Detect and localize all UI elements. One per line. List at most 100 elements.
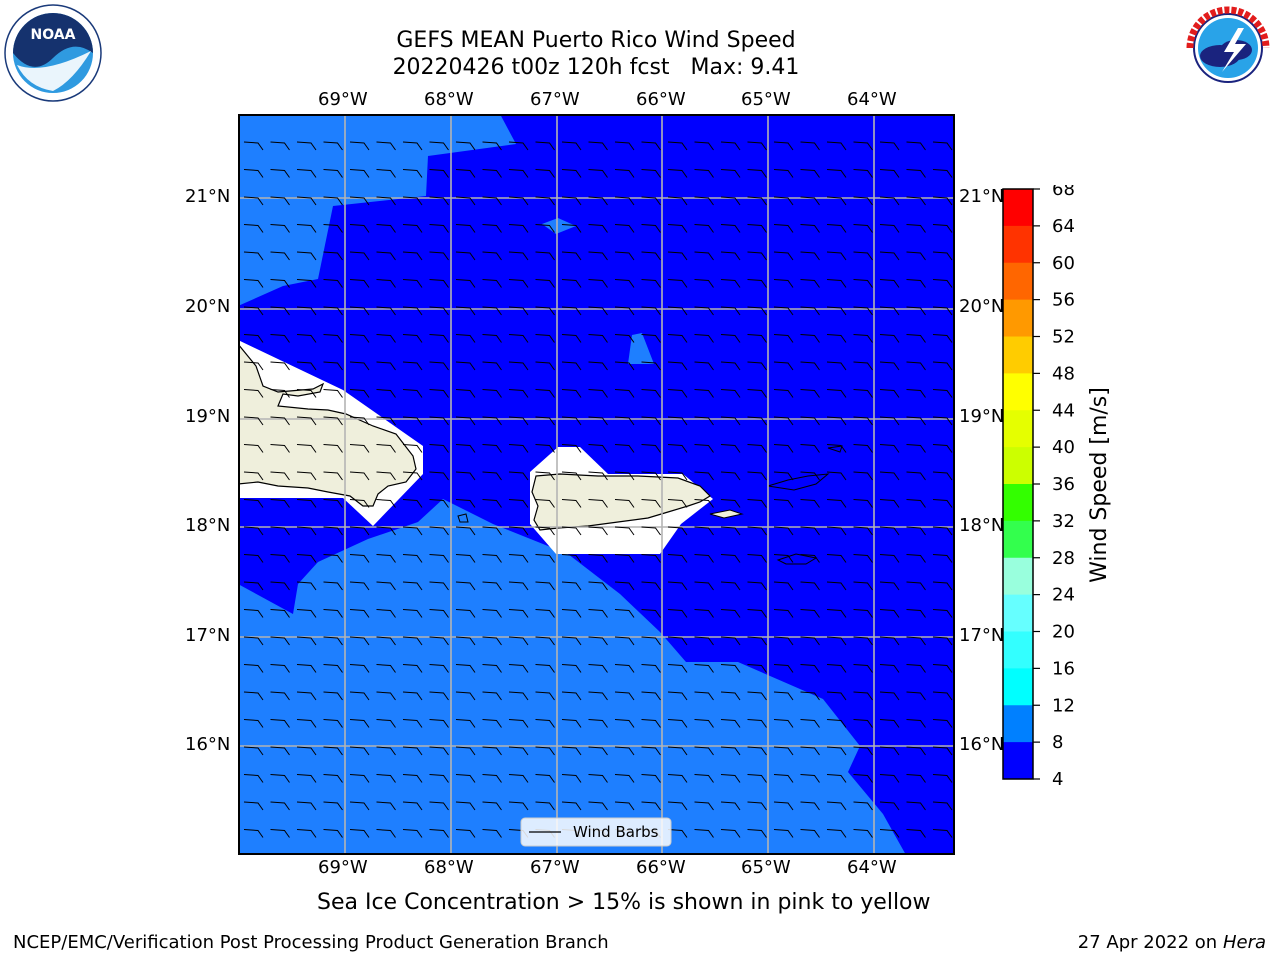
wind-barb (508, 554, 529, 563)
wind-barb (455, 774, 476, 783)
colorbar-swatch (1003, 262, 1033, 301)
wind-barb (641, 251, 661, 261)
wind-barb (879, 691, 900, 701)
wind-barb (243, 581, 264, 591)
footer-branch: NCEP/EMC/Verification Post Processing Pr… (13, 932, 609, 953)
wind-barb (508, 664, 529, 673)
wind-barb (482, 306, 502, 316)
lon-tick-top: 69°W (318, 89, 368, 110)
wind-barb (879, 499, 900, 508)
wind-barb (932, 499, 953, 508)
wind-barb (323, 829, 343, 838)
max-value: Max: 9.41 (690, 55, 800, 80)
wind-barb (296, 636, 317, 646)
lat-tick-left: 18°N (185, 515, 231, 536)
wind-barb (429, 581, 449, 591)
wind-barb (296, 306, 317, 316)
wind-barb (641, 224, 661, 233)
wind-barb (641, 141, 661, 151)
wind-barb (614, 636, 635, 646)
wind-barb (535, 774, 555, 783)
lat-tick-right: 20°N (959, 296, 1005, 317)
wind-barb (932, 416, 953, 426)
sea-ice-caption: Sea Ice Concentration > 15% is shown in … (317, 890, 931, 915)
wind-barb (826, 801, 847, 811)
wind-barb (455, 691, 476, 701)
wind-barb (535, 196, 555, 206)
lon-tick-bottom: 68°W (424, 857, 474, 878)
wind-barb (376, 691, 396, 701)
wind-barb (376, 581, 396, 591)
lat-tick-left: 17°N (185, 625, 231, 646)
wind-barb (349, 526, 370, 536)
wind-barb (243, 664, 264, 673)
wind-barb (376, 829, 396, 838)
wind-barb (588, 719, 608, 728)
wind-barb (535, 609, 555, 618)
wind-barb (826, 609, 847, 618)
wind-barb (561, 801, 582, 811)
wind-barb (296, 361, 317, 371)
wind-barb (270, 609, 290, 618)
wind-barb (800, 251, 820, 261)
wind-barb (826, 719, 847, 728)
wind-barb (641, 499, 661, 508)
wind-barb (482, 389, 502, 398)
wind-barb (561, 251, 582, 261)
wind-barb (429, 224, 449, 233)
wind-barb (508, 471, 529, 481)
wind-barb (720, 251, 741, 261)
wind-barb (243, 196, 264, 206)
wind-barb (879, 306, 900, 316)
wind-barb (508, 691, 529, 701)
wind-barb (349, 719, 370, 728)
wind-barb (588, 636, 608, 646)
wind-barb (853, 526, 873, 536)
wind-barb (588, 746, 608, 756)
lon-tick-top: 68°W (424, 89, 474, 110)
wind-barb (455, 306, 476, 316)
wind-barb (402, 334, 423, 343)
wind-barb (773, 361, 794, 371)
wind-barb (376, 664, 396, 673)
legend-label: Wind Barbs (573, 823, 659, 841)
wind-barb (720, 416, 741, 426)
wind-barb (455, 196, 476, 206)
wind-barb (853, 829, 873, 838)
wind-barb (800, 141, 820, 151)
wind-barb (402, 801, 423, 811)
wind-barb (667, 499, 688, 508)
wind-barb (932, 746, 953, 756)
wind-barb (694, 389, 714, 398)
wind-barb (508, 636, 529, 646)
wind-barb (747, 279, 767, 288)
wind-field-patch (628, 333, 654, 364)
wind-barb (932, 609, 953, 618)
wind-barb (641, 801, 661, 811)
colorbar-tick-label: 36 (1052, 474, 1075, 495)
wind-barb (747, 746, 767, 756)
wind-barb (243, 691, 264, 701)
wind-barb (800, 526, 820, 536)
wind-barb (376, 554, 396, 563)
wind-barb (694, 334, 714, 343)
wind-barb (243, 361, 264, 371)
footer-date: 27 Apr 2022 on Hera (1078, 932, 1266, 953)
wind-barb (349, 691, 370, 701)
wind-barb (482, 801, 502, 811)
wind-barb (402, 554, 423, 563)
wind-barb (879, 719, 900, 728)
wind-barb (906, 361, 926, 371)
wind-barb (720, 471, 741, 481)
wind-barb (376, 306, 396, 316)
wind-barbs (243, 141, 953, 838)
wind-barb (800, 829, 820, 838)
wind-barb (270, 829, 290, 838)
wind-barb (614, 471, 635, 481)
wind-barb (508, 169, 529, 178)
wind-barb (482, 746, 502, 756)
wind-barb (402, 279, 423, 288)
wind-barb (773, 306, 794, 316)
hispaniola-land (238, 343, 417, 507)
wind-barb (932, 554, 953, 563)
